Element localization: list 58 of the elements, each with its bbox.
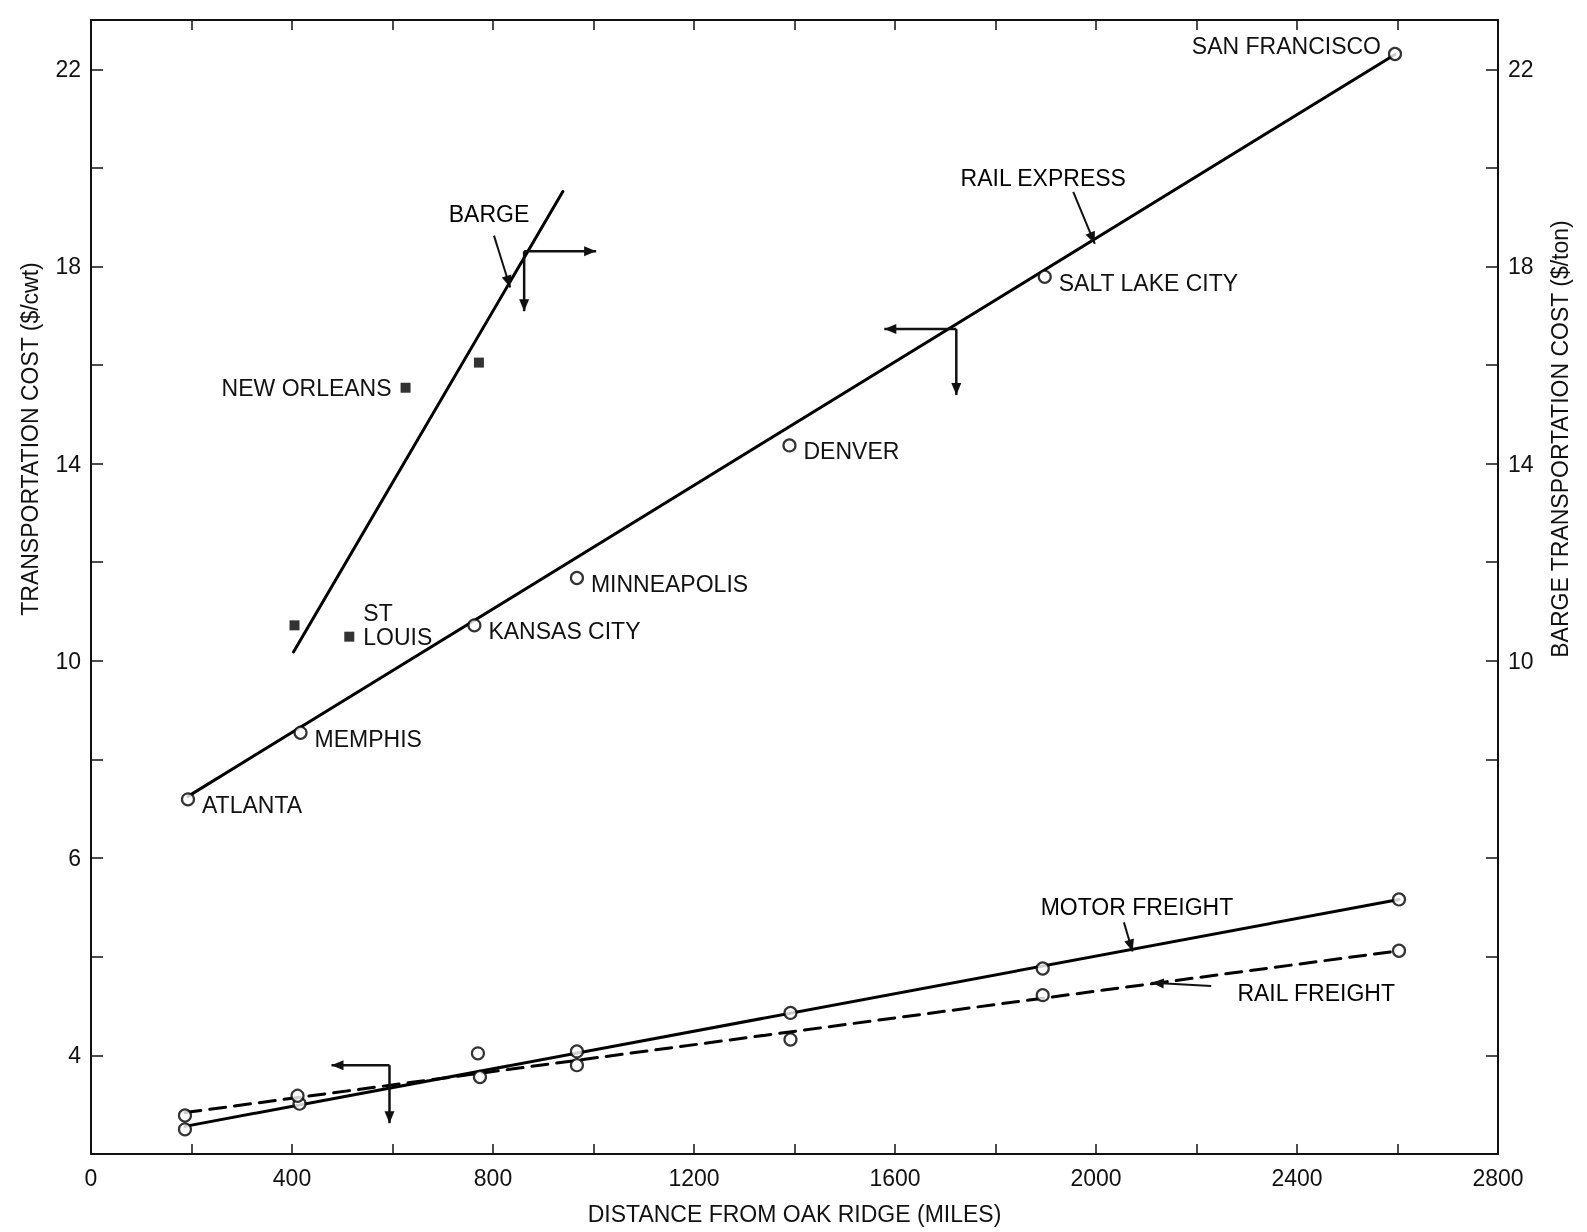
point: [1037, 269, 1052, 284]
point: [180, 792, 196, 807]
y2-tick-label: 22: [1508, 56, 1534, 83]
x-tick-label: 0: [84, 1164, 98, 1191]
y2-tick-label: 14: [1508, 450, 1534, 477]
point: [472, 1069, 488, 1085]
annotation: ST LOUIS: [363, 599, 433, 650]
point: [783, 1005, 798, 1020]
y-tick-label: 18: [55, 253, 81, 280]
point: [1391, 892, 1407, 907]
point: [400, 382, 411, 393]
point: [467, 618, 482, 633]
point: [1391, 943, 1407, 958]
point: [782, 438, 797, 453]
point: [569, 570, 585, 586]
y-tick-label: 6: [68, 845, 81, 871]
point: [290, 1088, 305, 1103]
point: [1035, 961, 1050, 976]
y2-tick-label: 18: [1508, 253, 1534, 280]
point: [1035, 988, 1050, 1003]
point: [569, 1044, 585, 1059]
series-label: BARGE: [448, 200, 530, 227]
point: [293, 725, 308, 740]
point: [473, 357, 484, 368]
point: [783, 1032, 798, 1047]
x-tick-label: 800: [473, 1164, 513, 1191]
point: [470, 1046, 486, 1061]
point: [569, 1058, 585, 1073]
annotation: SAN FRANCISCO: [1191, 33, 1381, 60]
y2-axis-title: BARGE TRANSPORTATION COST ($/ton): [1546, 220, 1573, 658]
annotation: MEMPHIS: [314, 725, 422, 752]
y-tick-label: 10: [55, 647, 81, 674]
series-label: RAIL EXPRESS: [960, 164, 1126, 191]
y-tick-label: 14: [55, 450, 82, 477]
series-label: RAIL FREIGHT: [1237, 980, 1395, 1007]
x-axis-title: DISTANCE FROM OAK RIDGE (MILES): [587, 1200, 1002, 1227]
x-tick-label: 2400: [1271, 1164, 1323, 1191]
x-tick-label: 1600: [869, 1164, 921, 1191]
x-tick-label: 2800: [1472, 1164, 1524, 1191]
point: [177, 1108, 193, 1123]
series-label: MOTOR FREIGHT: [1040, 894, 1234, 921]
x-tick-label: 2000: [1070, 1164, 1122, 1191]
y2-tick-label: 10: [1508, 647, 1534, 674]
y-tick-label: 22: [55, 56, 81, 83]
x-tick-label: 1200: [668, 1164, 720, 1191]
annotation: SALT LAKE CITY: [1058, 269, 1239, 296]
point: [344, 631, 355, 642]
annotation: NEW ORLEANS: [221, 374, 392, 401]
annotation: DENVER: [803, 438, 900, 465]
point: [1387, 46, 1403, 62]
annotation: MINNEAPOLIS: [590, 571, 749, 598]
annotation: KANSAS CITY: [488, 618, 641, 645]
point: [289, 620, 300, 631]
y-tick-label: 4: [68, 1042, 82, 1069]
x-tick-label: 400: [272, 1164, 312, 1191]
y-axis-title: TRANSPORTATION COST ($/cwt): [16, 262, 43, 616]
point: [177, 1122, 193, 1137]
annotation: ATLANTA: [201, 792, 303, 819]
